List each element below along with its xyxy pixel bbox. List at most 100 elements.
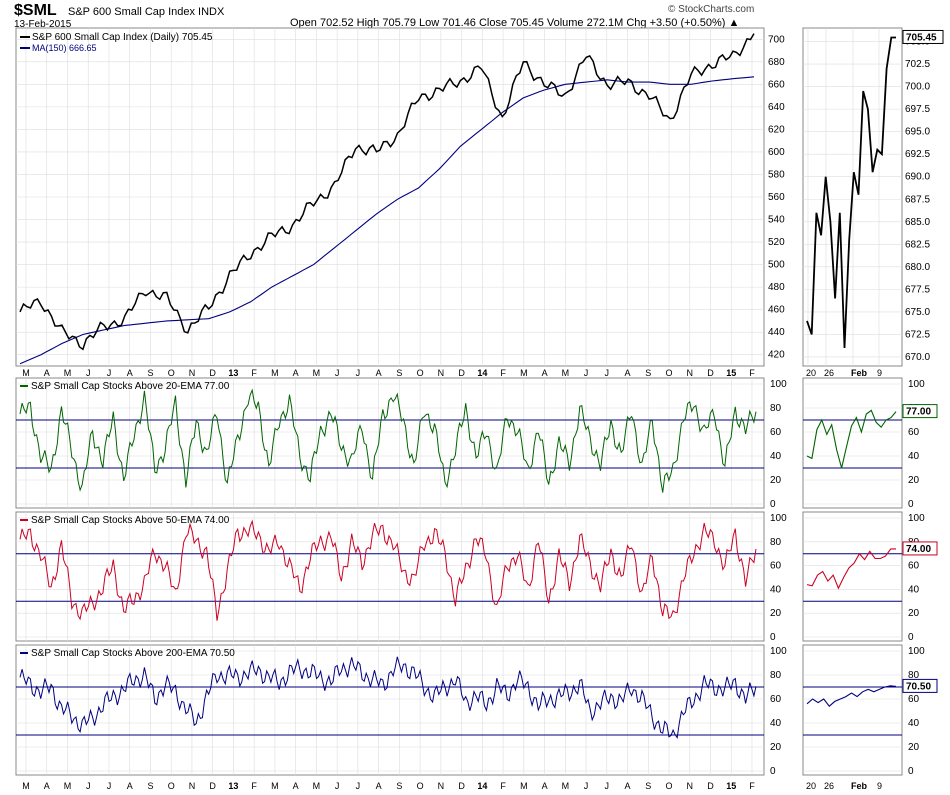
price-xtick-label: 13: [228, 368, 238, 378]
ema20-zoom-frame: [802, 377, 903, 509]
ema50-ytick-label: 60: [770, 561, 782, 572]
price-xtick-label: M: [22, 368, 30, 378]
ema50-ytick-label: 0: [770, 632, 776, 643]
zoom-ytick-label: 670.0: [905, 352, 930, 363]
price-xtick-label: M: [271, 368, 279, 378]
price-ytick-label: 520: [768, 237, 785, 248]
price-ytick-label: 700: [768, 34, 785, 45]
ma150-line: [19, 76, 755, 365]
index-name: S&P 600 Small Cap Index INDX: [68, 6, 225, 18]
bottom-xtick-label: M: [64, 781, 72, 791]
quote-date: 13-Feb-2015: [14, 19, 72, 30]
zoom-ytick-label: 672.5: [905, 329, 930, 340]
zoom-ytick-label: 692.5: [905, 149, 930, 160]
price-xtick-label: M: [520, 368, 528, 378]
zoom-xtick-label: 20: [806, 368, 816, 378]
bottom-xtick-label: M: [562, 781, 570, 791]
ema20-line: [19, 388, 757, 493]
ema200-ytick-label: 20: [770, 742, 782, 753]
price-xtick-label: M: [64, 368, 72, 378]
bottom-xtick-label: N: [189, 781, 196, 791]
price-xtick-label: O: [168, 368, 175, 378]
price-xtick-label: O: [666, 368, 673, 378]
bottom-xtick-label: O: [666, 781, 673, 791]
ema200-zoom-ytick-label: 60: [908, 694, 920, 705]
ema200-zoom-ytick-label: 0: [908, 766, 914, 777]
price-zoom-frame: [802, 27, 903, 367]
bottom-xtick-label: A: [293, 781, 299, 791]
price-xtick-label: F: [500, 368, 506, 378]
bottom-xtick-label: N: [687, 781, 694, 791]
ema50-last-value-label: 74.00: [906, 544, 931, 555]
price-xtick-label: N: [189, 368, 196, 378]
price-ytick-label: 540: [768, 215, 785, 226]
ema50-ytick-label: 100: [770, 513, 787, 524]
bottom-xtick-label: S: [645, 781, 651, 791]
price-xtick-label: A: [293, 368, 299, 378]
price-xtick-label: F: [251, 368, 257, 378]
ema50-last-value-box: [902, 541, 938, 556]
price-xtick-label: A: [625, 368, 631, 378]
ema200-ytick-label: 100: [770, 646, 787, 657]
ema200-zoom-frame: [802, 644, 903, 776]
price-xtick-label: J: [605, 368, 610, 378]
bottom-xtick-label: J: [584, 781, 589, 791]
price-ytick-label: 680: [768, 57, 785, 68]
ema20-ytick-label: 80: [770, 403, 782, 414]
zoom-ytick-label: 695.0: [905, 127, 930, 138]
price-xtick-label: M: [313, 368, 321, 378]
price-xtick-label: J: [584, 368, 589, 378]
bottom-xtick-label: A: [542, 781, 548, 791]
ema200-zoom-ytick-label: 20: [908, 742, 920, 753]
ema200-ytick-label: 60: [770, 694, 782, 705]
price-xtick-label: A: [376, 368, 382, 378]
price-ytick-label: 660: [768, 79, 785, 90]
price-xtick-label: N: [438, 368, 445, 378]
bottom-xtick-label: D: [209, 781, 216, 791]
ema50-zoom-ytick-label: 0: [908, 632, 914, 643]
ema20-zoom-ytick-label: 0: [908, 499, 914, 510]
zoom-ytick-label: 700.0: [905, 82, 930, 93]
ema20-last-value-box: [902, 404, 938, 419]
symbol-title: $SML: [14, 2, 57, 19]
bottom-xtick-label: 15: [726, 781, 736, 791]
ema20-panel-title: S&P Small Cap Stocks Above 20-EMA 77.00: [31, 381, 230, 392]
bottom-xtick-label: A: [376, 781, 382, 791]
bottom-zoom-xtick-label: Feb: [851, 781, 868, 791]
ema200-ytick-label: 80: [770, 670, 782, 681]
zoom-xtick-label: 26: [824, 368, 834, 378]
price-xtick-label: D: [458, 368, 465, 378]
ema50-zoom-frame: [802, 511, 903, 642]
zoom-ytick-label: 685.0: [905, 217, 930, 228]
bottom-xtick-label: D: [458, 781, 465, 791]
bottom-xtick-label: J: [107, 781, 112, 791]
price-ytick-label: 640: [768, 102, 785, 113]
bottom-xtick-label: M: [22, 781, 30, 791]
ema200-panel-title: S&P Small Cap Stocks Above 200-EMA 70.50: [31, 648, 235, 659]
bottom-xtick-label: F: [749, 781, 755, 791]
quote-summary: Open 702.52 High 705.79 Low 701.46 Close…: [290, 17, 740, 29]
bottom-xtick-label: N: [438, 781, 445, 791]
ema20-zoom-ytick-label: 40: [908, 451, 920, 462]
zoom-price-line: [806, 36, 896, 349]
zoom-last-value-label: 705.45: [906, 32, 937, 43]
price-xtick-label: D: [707, 368, 714, 378]
price-xtick-label: J: [335, 368, 340, 378]
zoom-ytick-label: 680.0: [905, 262, 930, 273]
ema200-ytick-label: 0: [770, 766, 776, 777]
price-ytick-label: 420: [768, 350, 785, 361]
bottom-xtick-label: D: [707, 781, 714, 791]
price-ytick-label: 600: [768, 147, 785, 158]
ema50-zoom-ytick-label: 60: [908, 561, 920, 572]
bottom-xtick-label: 13: [228, 781, 238, 791]
price-xtick-label: O: [417, 368, 424, 378]
brand-watermark: © StockCharts.com: [668, 4, 755, 15]
bottom-xtick-label: A: [127, 781, 133, 791]
ema20-zoom-ytick-label: 20: [908, 475, 920, 486]
price-xtick-label: A: [127, 368, 133, 378]
price-xtick-label: M: [562, 368, 570, 378]
price-line: [19, 33, 755, 351]
bottom-xtick-label: O: [168, 781, 175, 791]
bottom-xtick-label: J: [605, 781, 610, 791]
